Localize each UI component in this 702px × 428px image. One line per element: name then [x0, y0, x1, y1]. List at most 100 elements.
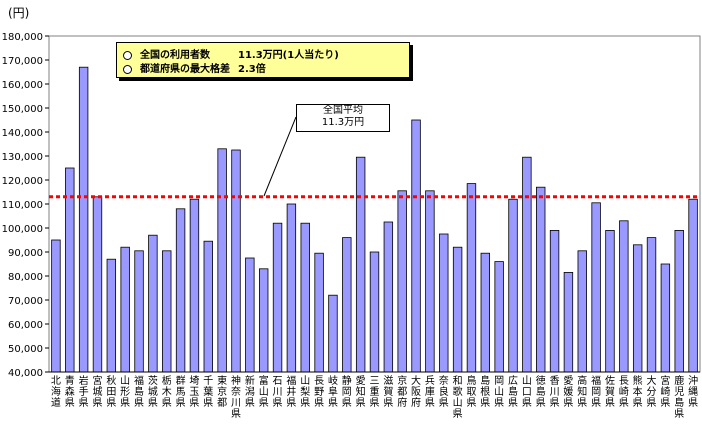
- average-callout: 全国平均 11.3万円: [296, 104, 390, 132]
- bar: [494, 261, 504, 373]
- x-tick-label: 北海道: [51, 375, 61, 409]
- x-tick-label: 山梨県: [300, 375, 310, 409]
- x-tick-label: 神奈川県: [231, 374, 241, 420]
- bar: [522, 156, 532, 373]
- bar: [383, 221, 394, 373]
- bullet-icon: [123, 50, 132, 60]
- y-tick-label: 160,000: [2, 80, 43, 91]
- bar: [217, 148, 227, 373]
- x-tick-label: 広島県: [508, 374, 518, 409]
- x-tick-label: 長崎県: [619, 375, 629, 409]
- legend-label-national: 全国の利用者数: [140, 50, 210, 61]
- bar: [286, 203, 297, 373]
- x-tick-label: 沖縄県: [688, 374, 698, 409]
- bar: [605, 229, 615, 373]
- x-tick-label: 青森県: [65, 374, 75, 409]
- bar: [300, 222, 310, 373]
- bar: [660, 263, 671, 373]
- legend-row-national: 全国の利用者数 11.3万円(1人当たり): [123, 46, 339, 61]
- x-tick-label: 岡山県: [494, 375, 504, 409]
- legend-label-disparity: 都道府県の最大格差: [140, 64, 230, 75]
- x-tick-label: 宮城県: [92, 374, 102, 409]
- y-tick-label: 70,000: [8, 296, 43, 307]
- bar: [591, 202, 601, 373]
- bar: [245, 257, 255, 373]
- bar: [175, 208, 186, 373]
- bar: [328, 294, 338, 373]
- x-tick-label: 滋賀県: [383, 374, 393, 409]
- bar: [231, 149, 241, 373]
- x-tick-label: 茨城県: [148, 374, 158, 409]
- x-tick-label: 栃木県: [162, 374, 172, 409]
- bar: [258, 268, 269, 373]
- x-tick-label: 岐阜県: [328, 374, 338, 409]
- x-tick-label: 宮崎県: [660, 374, 670, 409]
- y-axis-unit-label: (円): [8, 6, 30, 20]
- x-tick-label: 千葉県: [203, 375, 213, 409]
- x-tick-label: 富山県: [259, 374, 269, 409]
- y-tick-label: 110,000: [2, 200, 43, 211]
- y-tick-label: 180,000: [2, 32, 43, 43]
- x-tick-label: 東京都: [217, 374, 227, 409]
- callout-title: 全国平均: [323, 105, 363, 116]
- x-tick-label: 三重県: [370, 376, 380, 409]
- legend-value-national: 11.3万円(1人当たり): [238, 50, 339, 61]
- bar: [120, 246, 130, 373]
- bar: [272, 222, 283, 373]
- x-tick-label: 石川県: [273, 376, 283, 409]
- bar: [162, 250, 172, 373]
- y-tick-label: 100,000: [2, 224, 43, 235]
- y-tick-label: 40,000: [8, 368, 43, 379]
- bar: [203, 240, 213, 373]
- x-tick-label: 徳島県: [536, 374, 546, 409]
- y-tick-label: 120,000: [2, 176, 43, 187]
- bar: [342, 237, 352, 373]
- legend-value-disparity: 2.3倍: [238, 64, 266, 75]
- x-tick-label: 群馬県: [176, 374, 186, 409]
- x-tick-label: 京都府: [397, 374, 407, 409]
- bar: [106, 258, 117, 373]
- x-tick-label: 鹿児島県: [674, 374, 684, 420]
- legend-row-disparity: 都道府県の最大格差 2.3倍: [123, 60, 266, 75]
- bar: [51, 239, 61, 373]
- x-tick-label: 大分県: [647, 374, 657, 409]
- x-tick-label: 香川県: [550, 375, 560, 409]
- bar: [439, 233, 449, 373]
- callout-leader-line: [263, 116, 297, 197]
- bar: [92, 196, 103, 373]
- x-tick-label: 佐賀県: [605, 375, 615, 409]
- x-tick-label: 山口県: [522, 375, 532, 409]
- bar: [189, 198, 200, 373]
- callout-value: 11.3万円: [321, 117, 365, 128]
- x-tick-label: 愛媛県: [563, 374, 573, 409]
- bar: [452, 246, 463, 373]
- bar: [480, 252, 491, 373]
- y-tick-label: 170,000: [2, 56, 43, 67]
- x-tick-label: 岩手県: [79, 374, 89, 409]
- x-tick-label: 愛知県: [356, 374, 366, 409]
- bar: [508, 198, 518, 373]
- x-tick-label: 秋田県: [106, 374, 116, 409]
- x-tick-label: 福井県: [286, 374, 296, 409]
- x-tick-label: 和歌山県: [453, 375, 463, 420]
- bar: [65, 167, 75, 373]
- bar: [674, 229, 684, 373]
- x-tick-label: 熊本県: [633, 374, 643, 409]
- bar: [411, 119, 421, 373]
- bar: [563, 271, 574, 373]
- bar: [314, 252, 324, 373]
- y-tick-label: 80,000: [8, 272, 43, 283]
- x-tick-label: 鳥取県: [466, 374, 476, 409]
- bar: [549, 229, 560, 373]
- y-tick-label: 130,000: [2, 152, 43, 163]
- x-tick-label: 長野県: [314, 375, 324, 409]
- x-tick-label: 奈良県: [439, 374, 449, 409]
- x-tick-label: 埼玉県: [189, 374, 199, 409]
- x-tick-label: 静岡県: [342, 374, 352, 409]
- x-tick-label: 山形県: [120, 375, 130, 409]
- x-tick-label: 福島県: [134, 374, 144, 409]
- y-tick-label: 140,000: [2, 128, 43, 139]
- bar: [369, 251, 380, 373]
- bar: [134, 250, 144, 373]
